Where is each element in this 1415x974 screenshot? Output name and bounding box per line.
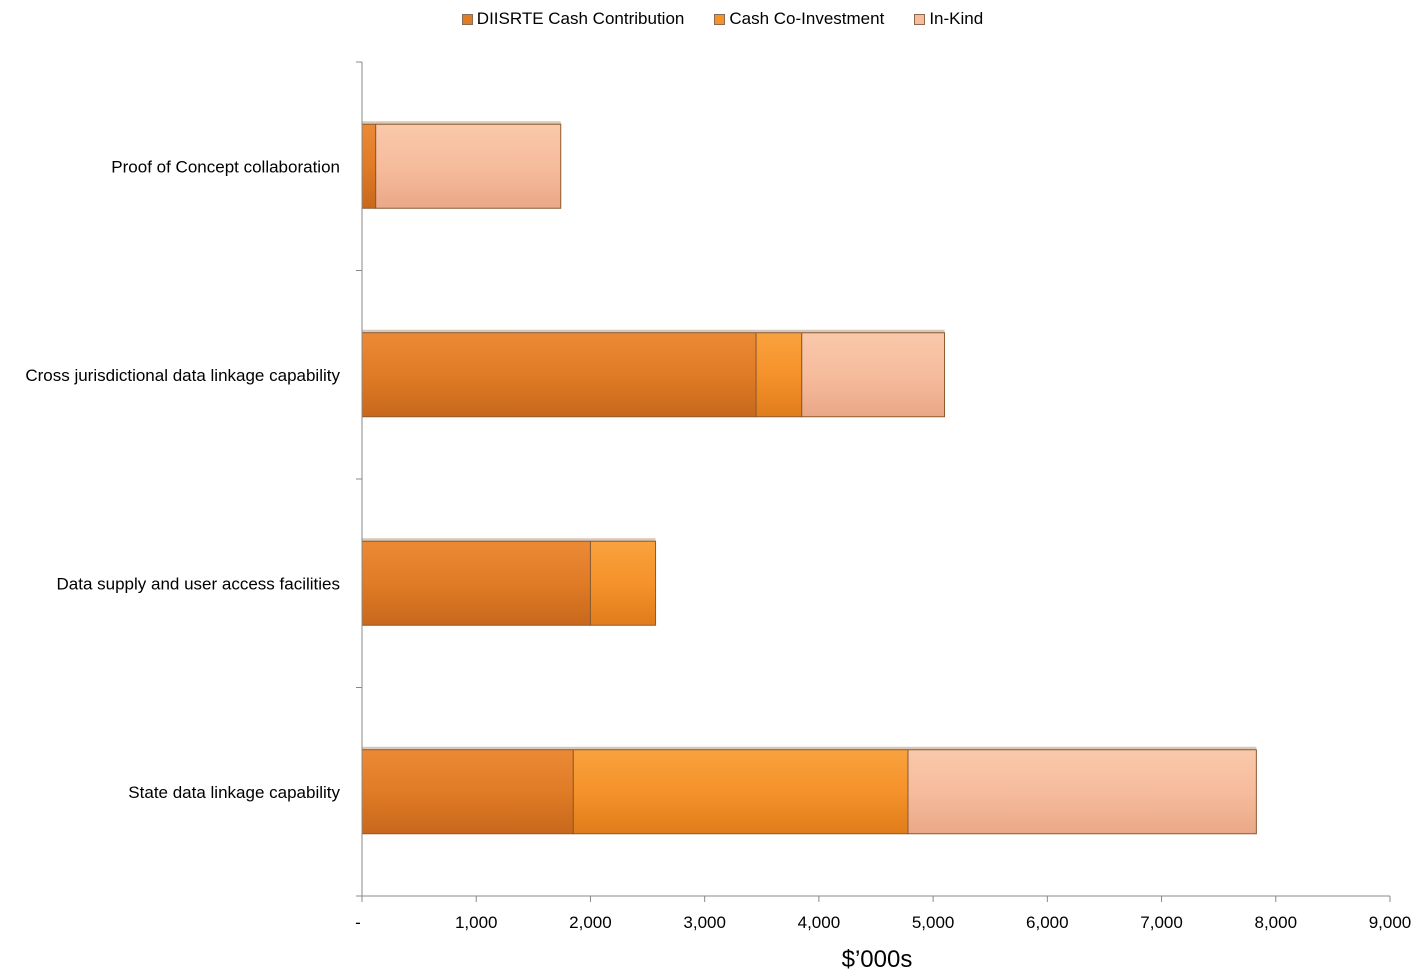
bar-top-edge bbox=[362, 121, 376, 125]
bar-diisrte-cash-contribution-state-data-linkage-capability bbox=[361, 749, 574, 835]
bar-top-edge bbox=[362, 329, 757, 333]
bar-diisrte-cash-contribution-cross-jurisdictional-data-linkage-capability bbox=[361, 332, 757, 418]
legend-label-diisrte: DIISRTE Cash Contribution bbox=[476, 9, 685, 28]
bar-top-edge bbox=[590, 538, 656, 542]
legend-swatch-diisrte bbox=[461, 13, 473, 25]
category-label: State data linkage capability bbox=[128, 783, 340, 802]
x-axis-title: $’000s bbox=[842, 946, 913, 973]
bar-diisrte-cash-contribution-data-supply-and-user-access-facilities bbox=[361, 540, 591, 626]
legend-item-diisrte: DIISRTE Cash Contribution bbox=[461, 9, 685, 29]
legend-label-cash-co-investment: Cash Co-Investment bbox=[729, 9, 885, 28]
bar-top-edge bbox=[375, 121, 561, 125]
legend-swatch-cash-co-investment bbox=[714, 13, 726, 25]
x-tick-label: 7,000 bbox=[1140, 913, 1183, 932]
axes-layer: Proof of Concept collaboration Cross juri… bbox=[25, 61, 1412, 932]
bars-layer bbox=[361, 121, 1257, 835]
category-label: Proof of Concept collaboration bbox=[111, 157, 340, 176]
x-tick-label: 8,000 bbox=[1255, 913, 1298, 932]
bar-top-edge bbox=[907, 746, 1257, 750]
bar-top-edge bbox=[573, 746, 908, 750]
bar-top-edge bbox=[362, 746, 574, 750]
x-tick-label: 5,000 bbox=[912, 913, 955, 932]
bar-top-edge bbox=[756, 329, 802, 333]
legend-swatch-in-kind bbox=[914, 13, 926, 25]
bar-cash-co-investment-state-data-linkage-capability bbox=[572, 749, 909, 835]
x-tick-label: 1,000 bbox=[455, 913, 498, 932]
x-tick-label: 3,000 bbox=[683, 913, 726, 932]
category-label: Cross jurisdictional data linkage capabi… bbox=[25, 366, 340, 385]
bar-diisrte-cash-contribution-proof-of-concept-collaboration bbox=[361, 123, 377, 209]
category-label: Data supply and user access facilities bbox=[57, 574, 340, 593]
bar-top-edge bbox=[362, 538, 591, 542]
legend-item-in-kind: In-Kind bbox=[914, 9, 983, 29]
bar-in-kind-state-data-linkage-capability bbox=[907, 749, 1257, 835]
bar-top-edge bbox=[801, 329, 945, 333]
bar-cash-co-investment-data-supply-and-user-access-facilities bbox=[589, 540, 657, 626]
x-tick-label: 6,000 bbox=[1026, 913, 1069, 932]
legend-label-in-kind: In-Kind bbox=[929, 9, 984, 28]
x-tick-label: 9,000 bbox=[1369, 913, 1412, 932]
bar-cash-co-investment-cross-jurisdictional-data-linkage-capability bbox=[755, 332, 803, 418]
bar-in-kind-proof-of-concept-collaboration bbox=[375, 123, 562, 209]
legend-item-cash-co-investment: Cash Co-Investment bbox=[714, 9, 884, 29]
bar-in-kind-cross-jurisdictional-data-linkage-capability bbox=[801, 332, 946, 418]
chart-legend: DIISRTE Cash Contribution Cash Co-Invest… bbox=[0, 9, 1415, 29]
x-tick-label: - bbox=[355, 913, 361, 932]
x-tick-label: 4,000 bbox=[798, 913, 841, 932]
x-tick-label: 2,000 bbox=[569, 913, 612, 932]
